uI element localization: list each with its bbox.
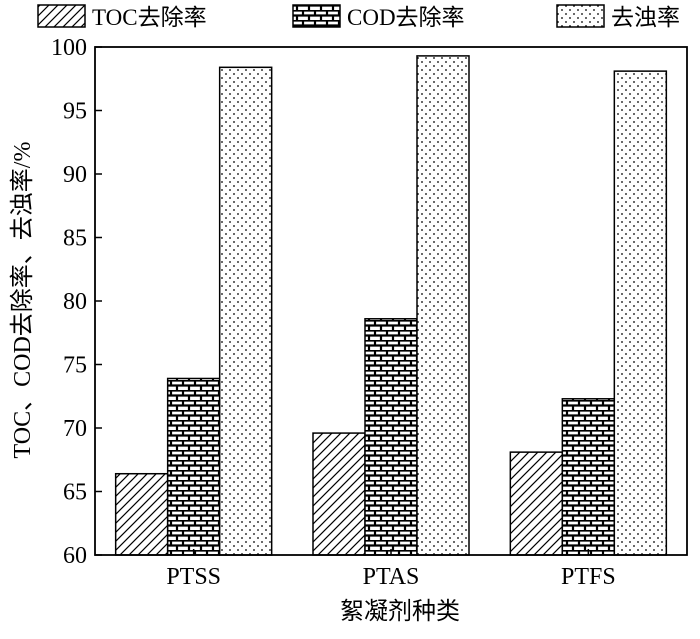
bar-ptfs-series-1 [561, 398, 616, 556]
bar-ptas-series-1 [364, 318, 418, 556]
legend-label-cod: COD去除率 [347, 5, 465, 30]
y-axis-title: TOC、COD去除率、去浊率/% [9, 142, 36, 459]
legend-label-turbidity: 去浊率 [611, 5, 680, 30]
legend-swatch-toc [37, 4, 86, 28]
y-tick-label: 80 [63, 289, 87, 315]
legend-label-toc: TOC去除率 [92, 5, 207, 30]
bar-ptss-series-2 [218, 66, 273, 556]
bar-ptas-series-0 [312, 432, 366, 556]
legend: TOC去除率 COD去除率 去浊率 [37, 4, 680, 30]
x-tick-label: PTFS [561, 564, 616, 590]
legend-swatch-cod [292, 4, 341, 28]
y-tick-label: 100 [51, 35, 87, 61]
y-tick-label: 85 [63, 226, 87, 252]
bars-layer [114, 55, 668, 556]
y-tick-label: 95 [63, 99, 87, 125]
y-tick-label: 65 [63, 480, 87, 506]
axes-layer: PTSS PTAS PTFS 60 65 70 75 80 85 90 95 100 [51, 35, 688, 590]
y-tick-label: 70 [63, 416, 87, 442]
bar-ptfs-series-0 [509, 451, 564, 556]
bar-ptss-series-0 [114, 472, 169, 556]
x-axis-title: 絮凝剂种类 [340, 598, 460, 625]
x-tick-label: PTSS [166, 564, 221, 590]
y-tick-label: 90 [63, 162, 87, 188]
bar-ptfs-series-2 [613, 70, 668, 556]
y-tick-label: 75 [63, 353, 87, 379]
legend-item-toc: TOC去除率 [37, 4, 207, 30]
y-tick-label: 60 [63, 543, 87, 569]
x-tick-label: PTAS [363, 564, 420, 590]
legend-item-turbidity: 去浊率 [556, 4, 680, 30]
legend-item-cod: COD去除率 [292, 4, 465, 30]
bar-ptas-series-2 [416, 55, 470, 556]
bar-ptss-series-1 [166, 377, 221, 556]
legend-swatch-turbidity [556, 4, 605, 28]
